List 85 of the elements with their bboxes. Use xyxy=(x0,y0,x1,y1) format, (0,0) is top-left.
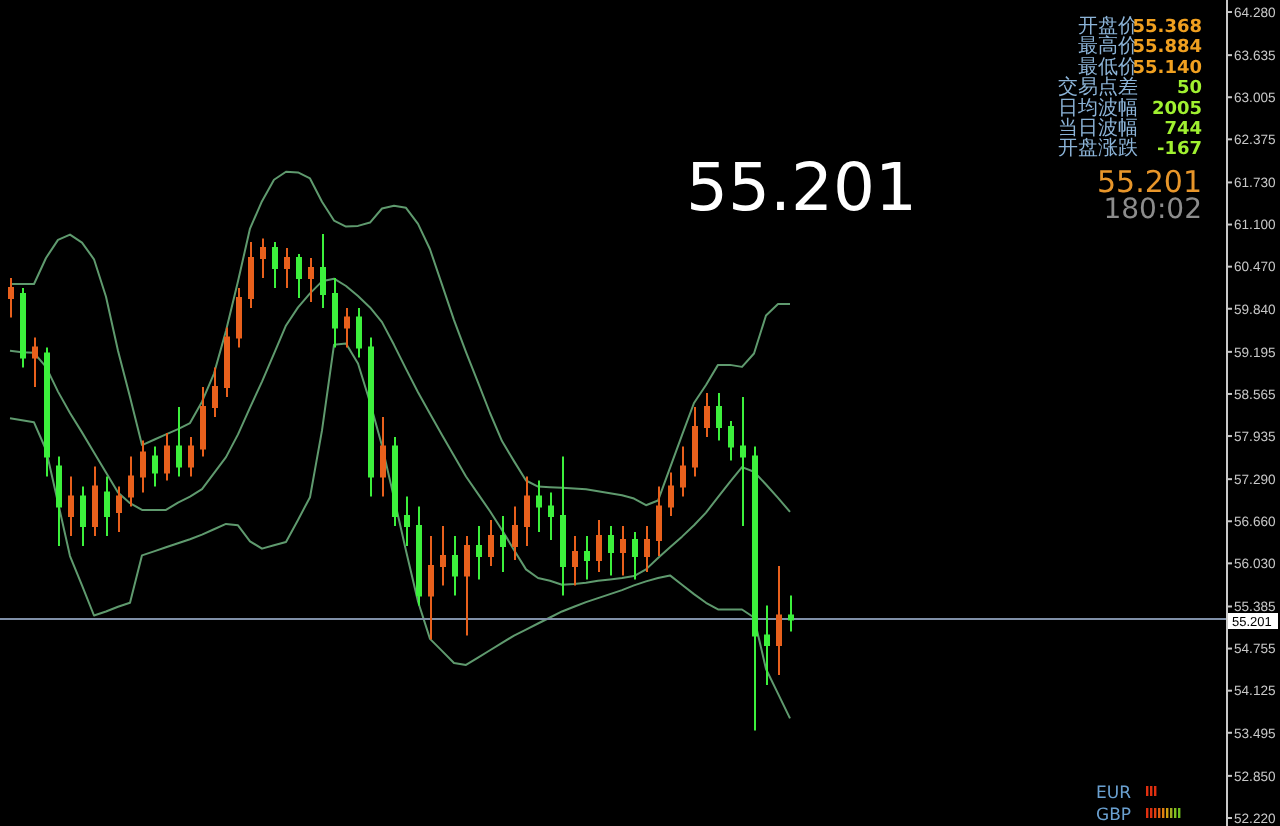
text: 2005 xyxy=(1151,99,1202,120)
candlestick xyxy=(680,445,686,498)
candlestick xyxy=(776,565,782,676)
candlestick xyxy=(488,518,494,568)
candlestick xyxy=(692,405,698,478)
candlestick xyxy=(80,485,86,547)
candlestick xyxy=(392,436,398,527)
candlestick xyxy=(140,439,146,494)
candlestick xyxy=(560,455,566,597)
candlestick xyxy=(236,287,242,349)
text: 当日波幅 xyxy=(1058,116,1138,140)
candlestick xyxy=(704,391,710,439)
candlestick xyxy=(728,420,734,462)
candlestick xyxy=(428,534,434,641)
candlestick xyxy=(596,518,602,574)
candlestick xyxy=(752,445,758,732)
annotation: 55.201 xyxy=(686,148,917,226)
text: 744 xyxy=(1164,120,1202,140)
candlestick xyxy=(92,465,98,537)
candlestick xyxy=(224,326,230,398)
candlestick xyxy=(344,307,350,349)
candlestick xyxy=(620,524,626,577)
text: 开盘价 xyxy=(1078,14,1138,38)
text: 最高价 xyxy=(1078,34,1138,59)
text: 开盘涨跌 xyxy=(1058,136,1138,161)
text: 日均波幅 xyxy=(1058,95,1138,120)
candlestick xyxy=(608,524,614,577)
candlestick xyxy=(68,475,74,537)
candlestick xyxy=(104,475,110,537)
candlestick xyxy=(176,405,182,478)
text: 50 xyxy=(1176,79,1202,100)
candlestick xyxy=(164,432,170,482)
candlestick xyxy=(500,514,506,574)
text: 55.201 xyxy=(1097,164,1202,200)
text: EUR xyxy=(1096,784,1132,804)
candlestick xyxy=(200,385,206,458)
text: 交易点差 xyxy=(1058,75,1138,100)
text: GBP xyxy=(1096,806,1132,826)
candlestick xyxy=(740,395,746,527)
candlestick xyxy=(764,604,770,686)
candlestick xyxy=(8,277,14,319)
candlestick xyxy=(668,471,674,517)
candlestick xyxy=(476,524,482,581)
candlestick xyxy=(32,336,38,388)
candlestick xyxy=(380,416,386,498)
candlestick xyxy=(572,534,578,587)
line-series xyxy=(9,277,791,586)
candlestick xyxy=(440,524,446,587)
candlestick xyxy=(116,485,122,533)
text: -167 xyxy=(1156,140,1202,161)
candlestick xyxy=(128,455,134,508)
candlestick xyxy=(584,534,590,581)
candlestick xyxy=(248,240,254,310)
candlestick xyxy=(464,534,470,637)
candlestick xyxy=(20,287,26,369)
candlestick xyxy=(416,505,422,607)
candlestick xyxy=(356,307,362,359)
candlestick xyxy=(272,240,278,290)
candlestick xyxy=(260,237,266,279)
candlestick xyxy=(656,485,662,558)
candlestick xyxy=(296,252,302,300)
text: 55.140 xyxy=(1132,58,1202,79)
text: 55.884 xyxy=(1132,38,1202,59)
candlestick xyxy=(452,534,458,597)
candlestick xyxy=(152,445,158,488)
candlestick xyxy=(644,524,650,574)
text: 最低价 xyxy=(1078,54,1138,79)
candlestick xyxy=(56,455,62,547)
candlestick xyxy=(212,366,218,418)
candlestick xyxy=(332,277,338,349)
candlestick xyxy=(524,475,530,547)
candlestick xyxy=(716,391,722,442)
candlestick xyxy=(536,479,542,533)
candlestick xyxy=(284,246,290,290)
candlestick xyxy=(632,530,638,581)
candlestick xyxy=(320,232,326,310)
text: 55.368 xyxy=(1132,18,1202,38)
candlestick xyxy=(188,436,194,478)
candlestick xyxy=(308,256,314,304)
candlestick xyxy=(548,491,554,541)
candlestick xyxy=(512,505,518,562)
candlestick xyxy=(788,594,794,633)
line-series xyxy=(9,342,791,720)
text: 180:02 xyxy=(1103,194,1202,226)
candlestick xyxy=(404,495,410,547)
